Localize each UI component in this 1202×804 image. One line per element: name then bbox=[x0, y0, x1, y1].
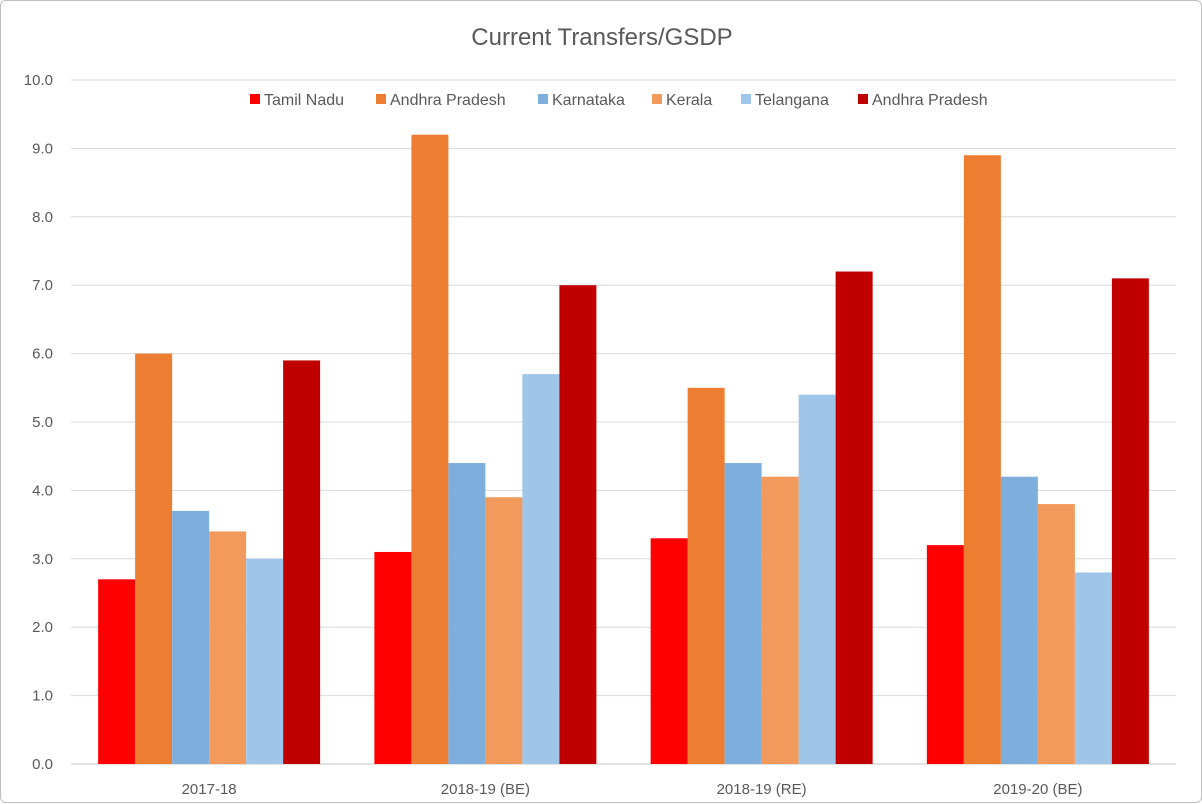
bar bbox=[485, 497, 523, 764]
bar bbox=[1000, 476, 1038, 764]
legend-swatch bbox=[250, 94, 260, 104]
legend-label: Karnataka bbox=[552, 92, 625, 109]
legend-label: Andhra Pradesh bbox=[872, 92, 988, 109]
bar bbox=[411, 134, 449, 765]
legend-swatch bbox=[741, 94, 751, 104]
bar bbox=[246, 558, 284, 764]
x-tick-label: 2018-19 (RE) bbox=[717, 781, 807, 798]
y-tick-label: 10.0 bbox=[24, 72, 53, 89]
legend: Tamil Nadu Andhra Pradesh Karnataka Kerala T… bbox=[250, 92, 988, 109]
bar bbox=[835, 271, 873, 764]
x-tick-label: 2019-20 (BE) bbox=[993, 781, 1082, 798]
bar bbox=[135, 353, 173, 764]
bar bbox=[559, 285, 597, 764]
bar bbox=[926, 545, 964, 764]
bar bbox=[209, 531, 247, 764]
bar bbox=[283, 360, 321, 764]
bar bbox=[172, 510, 210, 764]
bar bbox=[1111, 278, 1149, 764]
legend-swatch bbox=[376, 94, 386, 104]
legend-swatch bbox=[538, 94, 548, 104]
y-tick-label: 2.0 bbox=[32, 619, 53, 636]
bar bbox=[761, 476, 799, 764]
bar bbox=[1037, 504, 1075, 764]
bar bbox=[522, 374, 560, 764]
legend-swatch bbox=[858, 94, 868, 104]
bar bbox=[963, 155, 1001, 765]
bar bbox=[374, 551, 412, 764]
y-tick-label: 7.0 bbox=[32, 277, 53, 294]
legend-label: Tamil Nadu bbox=[264, 92, 344, 109]
legend-label: Kerala bbox=[666, 92, 712, 109]
bar bbox=[687, 387, 725, 764]
y-axis-ticks: 0.0 1.0 2.0 3.0 4.0 5.0 6.0 7.0 8.0 9.0 10.0 bbox=[24, 72, 53, 773]
legend-label: Telangana bbox=[755, 92, 829, 109]
legend-label: Andhra Pradesh bbox=[390, 92, 506, 109]
bar bbox=[650, 538, 688, 764]
y-tick-label: 1.0 bbox=[32, 688, 53, 705]
y-tick-label: 0.0 bbox=[32, 756, 53, 773]
legend-swatch bbox=[652, 94, 662, 104]
bar bbox=[98, 579, 136, 764]
y-tick-label: 4.0 bbox=[32, 482, 53, 499]
bar bbox=[724, 463, 762, 764]
y-tick-label: 9.0 bbox=[32, 140, 53, 157]
y-tick-label: 3.0 bbox=[32, 551, 53, 568]
bars bbox=[98, 134, 1149, 765]
x-tick-label: 2018-19 (BE) bbox=[441, 781, 530, 798]
x-tick-label: 2017-18 bbox=[182, 781, 237, 798]
y-tick-label: 6.0 bbox=[32, 346, 53, 363]
bar bbox=[448, 463, 486, 764]
chart-title: Current Transfers/GSDP bbox=[471, 24, 732, 51]
bar bbox=[1074, 572, 1112, 764]
y-tick-label: 5.0 bbox=[32, 414, 53, 431]
y-tick-label: 8.0 bbox=[32, 209, 53, 226]
bar bbox=[798, 394, 836, 764]
x-axis-ticks: 2017-18 2018-19 (BE) 2018-19 (RE) 2019-20 (… bbox=[182, 781, 1083, 798]
